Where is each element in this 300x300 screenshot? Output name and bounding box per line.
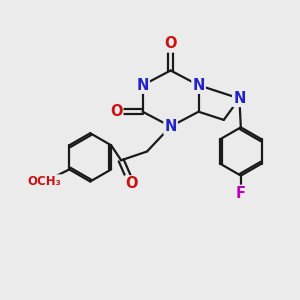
Text: OCH₃: OCH₃ — [27, 175, 61, 188]
Text: N: N — [192, 78, 205, 93]
Text: N: N — [164, 119, 177, 134]
Text: N: N — [233, 91, 246, 106]
Text: O: O — [125, 176, 138, 191]
Text: O: O — [110, 104, 122, 119]
Text: O: O — [164, 37, 177, 52]
Text: N: N — [136, 78, 149, 93]
Text: F: F — [236, 186, 246, 201]
